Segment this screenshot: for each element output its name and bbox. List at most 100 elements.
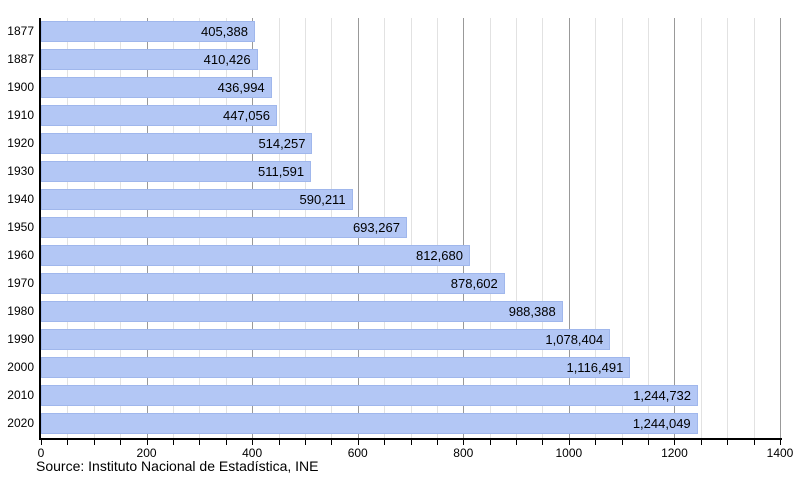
x-axis-tick-label: 400 <box>242 446 263 460</box>
x-axis-tick <box>120 440 122 445</box>
minor-gridline <box>700 18 702 438</box>
bar: 988,388 <box>41 301 563 322</box>
minor-gridline <box>542 18 544 438</box>
bar: 590,211 <box>41 189 353 210</box>
major-gridline <box>568 18 570 438</box>
bar-value-label: 511,591 <box>258 164 305 179</box>
x-axis-tick <box>410 440 412 445</box>
bar: 1,078,404 <box>41 329 611 350</box>
y-axis-label: 1920 <box>7 136 34 150</box>
x-axis-ticks <box>41 440 781 445</box>
x-axis-tick <box>568 440 570 445</box>
bar: 812,680 <box>41 245 470 266</box>
minor-gridline <box>595 18 597 438</box>
x-axis-tick <box>331 440 333 445</box>
bar-value-label: 812,680 <box>415 248 463 263</box>
bar-value-label: 405,388 <box>200 24 248 39</box>
x-axis-tick <box>674 440 676 445</box>
y-axis-labels: 1877 1887 1900 1910 1920 1930 1940 1950 1960 1970… <box>0 18 34 438</box>
x-axis-tick <box>67 440 69 445</box>
plot-area: 405,388 410,426 436,994 447,056 514,257 511,5… <box>41 18 781 438</box>
bar: 1,244,732 <box>41 385 699 406</box>
x-axis-tick-label: 1000 <box>555 446 583 460</box>
x-axis-tick <box>304 440 306 445</box>
bar-value-label: 988,388 <box>508 304 556 319</box>
bar: 436,994 <box>41 77 272 98</box>
y-axis-label: 2000 <box>7 360 34 374</box>
bar-value-label: 693,267 <box>352 220 400 235</box>
y-axis-line <box>39 18 41 439</box>
bar: 1,116,491 <box>41 357 631 378</box>
bar-value-label: 1,078,404 <box>545 332 604 347</box>
major-gridline <box>780 18 781 438</box>
x-axis-tick-label: 200 <box>136 446 157 460</box>
minor-gridline <box>489 18 491 438</box>
bar-value-label: 436,994 <box>217 80 265 95</box>
x-axis-tick <box>780 440 781 445</box>
x-axis-tick <box>727 440 729 445</box>
bar-value-label: 1,244,049 <box>632 416 691 431</box>
x-axis-tick-label: 1200 <box>661 446 688 460</box>
source-caption: Source: Instituto Nacional de Estadístic… <box>36 458 319 474</box>
y-axis-label: 2010 <box>7 388 34 402</box>
x-axis-tick <box>621 440 623 445</box>
bar-value-label: 514,257 <box>258 136 306 151</box>
x-axis-tick <box>384 440 386 445</box>
x-axis-tick <box>146 440 148 445</box>
minor-gridline <box>727 18 729 438</box>
y-axis-label: 1960 <box>7 248 34 262</box>
x-axis-tick-label: 0 <box>37 446 45 460</box>
x-axis-tick <box>436 440 438 445</box>
y-axis-label: 2020 <box>7 416 34 430</box>
x-axis-tick <box>648 440 650 445</box>
x-axis-tick <box>172 440 174 445</box>
x-axis-line <box>39 438 782 440</box>
x-axis-tick <box>516 440 518 445</box>
bar-value-label: 447,056 <box>222 108 270 123</box>
bar-value-label: 410,426 <box>203 52 251 67</box>
x-axis-tick-label: 1400 <box>766 446 794 460</box>
bar-value-label: 590,211 <box>299 192 346 207</box>
y-axis-label: 1950 <box>7 220 34 234</box>
y-axis-label: 1930 <box>7 164 34 178</box>
x-axis-tick <box>595 440 597 445</box>
y-axis-label: 1910 <box>7 108 34 122</box>
bar: 878,602 <box>41 273 505 294</box>
x-axis-tick <box>225 440 227 445</box>
x-axis-tick <box>278 440 280 445</box>
x-axis-tick-label: 600 <box>347 446 368 460</box>
x-axis-tick <box>252 440 254 445</box>
bar-value-label: 878,602 <box>450 276 498 291</box>
bar: 405,388 <box>41 21 255 42</box>
bar: 1,244,049 <box>41 413 698 434</box>
major-gridline <box>463 18 465 438</box>
minor-gridline <box>410 18 412 438</box>
major-gridline <box>674 18 676 438</box>
bar-series: 405,388 410,426 436,994 447,056 514,257 511,5… <box>41 18 780 438</box>
minor-gridline <box>516 18 518 438</box>
minor-gridline <box>648 18 650 438</box>
x-axis-tick <box>753 440 755 445</box>
y-axis-label: 1900 <box>7 80 34 94</box>
y-axis-label: 1940 <box>7 192 34 206</box>
x-axis-tick <box>357 440 359 445</box>
bar: 514,257 <box>41 133 313 154</box>
bar: 511,591 <box>41 161 312 182</box>
bar: 410,426 <box>41 49 258 70</box>
y-axis-label: 1970 <box>7 276 34 290</box>
minor-gridline <box>753 18 755 438</box>
minor-gridline <box>621 18 623 438</box>
bar-value-label: 1,244,732 <box>633 388 692 403</box>
bar-value-label: 1,116,491 <box>566 360 624 375</box>
y-axis-label: 1877 <box>7 24 34 38</box>
x-axis-tick <box>41 440 42 445</box>
y-axis-label: 1887 <box>7 52 34 66</box>
x-axis-tick <box>489 440 491 445</box>
x-axis-tick <box>542 440 544 445</box>
x-axis-tick-labels: 0 200 400 600 800 1000 1200 1400 <box>37 446 794 460</box>
y-axis-label: 1980 <box>7 304 34 318</box>
x-axis-tick <box>199 440 201 445</box>
y-axis-label: 1990 <box>7 332 34 346</box>
minor-gridline <box>436 18 438 438</box>
